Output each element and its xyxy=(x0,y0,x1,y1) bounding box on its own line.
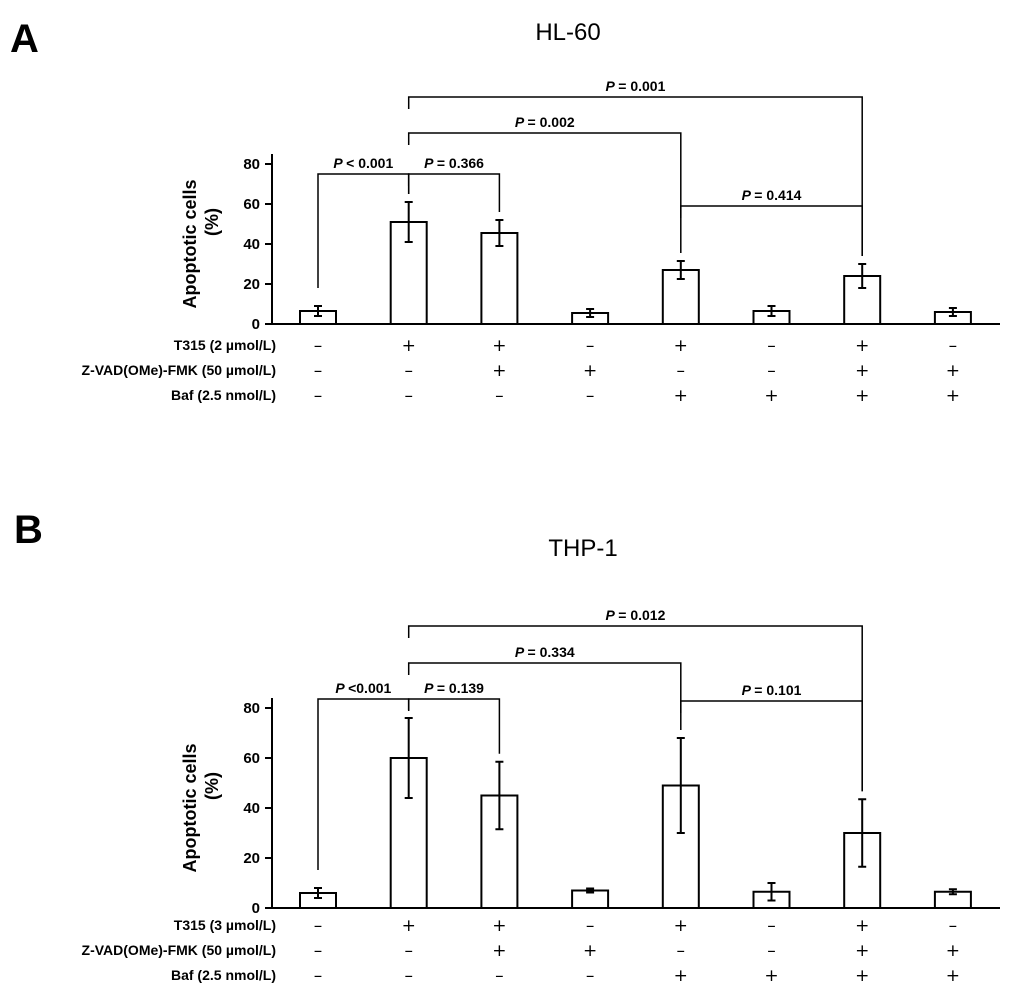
bar xyxy=(389,221,428,325)
condition-sign: + xyxy=(492,361,506,381)
y-tick-label: 20 xyxy=(243,850,260,867)
condition-sign: + xyxy=(764,386,778,406)
significance-bracket xyxy=(407,96,863,256)
condition-label: Baf (2.5 nmol/L) xyxy=(171,967,276,983)
condition-sign: + xyxy=(674,966,688,986)
condition-sign: + xyxy=(855,386,869,406)
condition-sign: + xyxy=(855,966,869,986)
p-value-label: P = 0.012 xyxy=(606,607,666,623)
condition-sign: – xyxy=(404,361,413,381)
condition-sign: – xyxy=(586,916,595,936)
condition-sign: + xyxy=(492,916,506,936)
condition-label: T315 (2 µmol/L) xyxy=(174,337,276,353)
condition-sign: + xyxy=(583,941,597,961)
condition-sign: + xyxy=(855,941,869,961)
condition-sign: + xyxy=(946,966,960,986)
y-tick-label: 40 xyxy=(243,236,260,253)
panel-b-plot: 0 20 40 60 80 Apoptotic cells (%) T315 (3 µmol/… xyxy=(82,607,1000,986)
condition-sign: + xyxy=(492,336,506,356)
y-axis-label: Apoptotic cells xyxy=(180,743,200,872)
panel-b-title: THP-1 xyxy=(548,535,617,562)
y-tick-label: 80 xyxy=(243,700,260,717)
condition-label: Baf (2.5 nmol/L) xyxy=(171,387,276,403)
p-value-label: P = 0.101 xyxy=(742,682,802,698)
condition-sign: + xyxy=(855,361,869,381)
y-axis-label: Apoptotic cells xyxy=(180,179,200,308)
p-value-label: P = 0.414 xyxy=(742,187,802,203)
condition-sign: – xyxy=(677,941,686,961)
y-tick-label: 60 xyxy=(243,750,260,767)
condition-sign: + xyxy=(855,336,869,356)
p-value-label: P = 0.002 xyxy=(515,114,575,130)
p-value-label: P = 0.334 xyxy=(515,644,575,660)
condition-sign: – xyxy=(314,966,323,986)
y-tick-label: 0 xyxy=(252,900,260,917)
p-value-label: P = 0.366 xyxy=(424,155,484,171)
condition-sign: + xyxy=(946,941,960,961)
significance-bracket xyxy=(407,625,863,792)
significance-bracket xyxy=(407,132,682,253)
condition-sign: – xyxy=(767,916,776,936)
significance-bracket xyxy=(680,205,863,256)
condition-sign: – xyxy=(586,966,595,986)
y-tick-label: 80 xyxy=(243,156,260,173)
y-tick-label: 0 xyxy=(252,316,260,333)
condition-sign: – xyxy=(586,336,595,356)
condition-sign: – xyxy=(495,386,504,406)
panel-a-title: HL-60 xyxy=(535,19,600,46)
y-tick-label: 40 xyxy=(243,800,260,817)
significance-bracket xyxy=(407,698,501,754)
condition-sign: + xyxy=(674,336,688,356)
condition-sign: – xyxy=(404,941,413,961)
condition-label: T315 (3 µmol/L) xyxy=(174,917,276,933)
p-value-label: P <0.001 xyxy=(335,680,391,696)
condition-sign: + xyxy=(764,966,778,986)
p-value-label: P < 0.001 xyxy=(333,155,393,171)
condition-sign: + xyxy=(402,336,416,356)
condition-sign: + xyxy=(674,916,688,936)
condition-sign: – xyxy=(586,386,595,406)
p-value-label: P = 0.001 xyxy=(606,78,666,94)
condition-sign: – xyxy=(314,361,323,381)
panel-a-letter: A xyxy=(10,17,39,61)
condition-sign: + xyxy=(674,386,688,406)
condition-sign: – xyxy=(949,916,958,936)
panel-b: B THP-1 0 20 40 60 80 Apoptotic cells (%) T315 … xyxy=(14,508,1000,986)
condition-label: Z-VAD(OMe)-FMK (50 µmol/L) xyxy=(82,362,276,378)
condition-sign: – xyxy=(767,361,776,381)
panel-a-plot: 0 20 40 60 80 Apoptotic cells (%) T315 (2 µmol/… xyxy=(82,78,1000,406)
condition-sign: – xyxy=(495,966,504,986)
condition-sign: + xyxy=(855,916,869,936)
p-value-label: P = 0.139 xyxy=(424,680,484,696)
panel-a: A HL-60 0 20 40 60 80 Apoptotic cells (%) T315 … xyxy=(10,17,1000,406)
y-tick-label: 20 xyxy=(243,276,260,293)
significance-bracket xyxy=(680,700,863,792)
significance-bracket xyxy=(407,662,682,730)
condition-sign: + xyxy=(946,386,960,406)
condition-sign: – xyxy=(404,386,413,406)
condition-sign: + xyxy=(402,916,416,936)
condition-sign: + xyxy=(946,361,960,381)
condition-label: Z-VAD(OMe)-FMK (50 µmol/L) xyxy=(82,942,276,958)
condition-sign: – xyxy=(314,916,323,936)
condition-sign: – xyxy=(404,966,413,986)
condition-sign: – xyxy=(767,336,776,356)
y-axis-label-unit: (%) xyxy=(202,208,222,236)
panel-b-letter: B xyxy=(14,508,43,552)
condition-sign: – xyxy=(314,941,323,961)
condition-sign: – xyxy=(677,361,686,381)
condition-sign: + xyxy=(583,361,597,381)
y-axis-label-unit: (%) xyxy=(202,772,222,800)
condition-sign: – xyxy=(314,336,323,356)
condition-sign: – xyxy=(767,941,776,961)
condition-sign: – xyxy=(949,336,958,356)
condition-sign: – xyxy=(314,386,323,406)
significance-bracket xyxy=(407,173,501,212)
y-tick-label: 60 xyxy=(243,196,260,213)
condition-sign: + xyxy=(492,941,506,961)
